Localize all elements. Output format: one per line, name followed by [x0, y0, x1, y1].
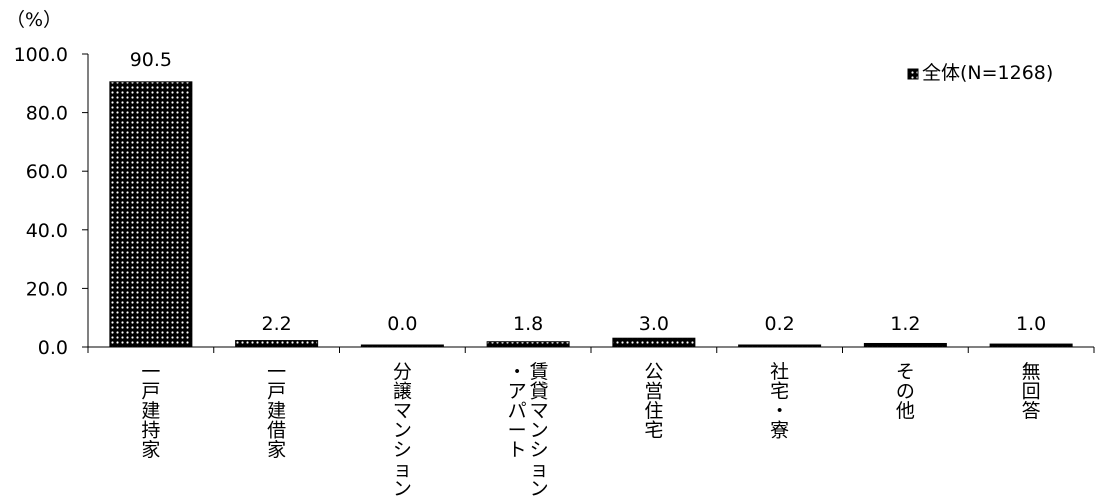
- data-label: 2.2: [262, 313, 292, 335]
- category-label-char: ン: [393, 420, 412, 442]
- bar: [360, 344, 444, 348]
- category-label-char: 公: [644, 361, 663, 383]
- category-label-char: 持: [141, 420, 160, 442]
- data-label: 0.0: [387, 313, 417, 335]
- data-label: 90.5: [130, 49, 172, 71]
- category-label-char: シ: [530, 439, 549, 461]
- legend: 全体(N=1268): [907, 62, 1053, 84]
- category-label-char: 一: [141, 361, 160, 383]
- category-label-char: ー: [508, 420, 527, 442]
- category-label-char: ン: [530, 420, 549, 442]
- bar: [235, 340, 319, 348]
- category-label-char: 分: [393, 361, 412, 383]
- category-label-char: 営: [644, 381, 663, 403]
- data-label: 0.2: [765, 313, 795, 335]
- legend-swatch: [907, 68, 919, 80]
- category-label-char: の: [896, 381, 915, 403]
- data-label: 1.0: [1016, 313, 1046, 335]
- category-label-char: 宅: [770, 381, 789, 403]
- category-label-char: 他: [896, 400, 915, 422]
- bars: [109, 81, 1073, 348]
- data-label: 1.2: [890, 313, 920, 335]
- category-label-char: ョ: [393, 459, 412, 481]
- category-label-char: ・: [770, 400, 789, 422]
- category-label-char: シ: [393, 439, 412, 461]
- category-label-char: パ: [508, 400, 527, 422]
- category-label-char: 社: [770, 361, 789, 383]
- category-label-char: 住: [644, 400, 663, 422]
- bar: [486, 341, 570, 348]
- category-label-char: 一: [267, 361, 286, 383]
- category-label-char: そ: [896, 361, 915, 383]
- bar: [612, 337, 696, 348]
- category-label-char: 賃: [530, 361, 549, 383]
- category-label-char: 回: [1022, 381, 1041, 403]
- category-label-char: マ: [530, 400, 549, 422]
- category-label-char: 借: [267, 420, 286, 442]
- y-tick-label: 60.0: [26, 161, 68, 183]
- legend-label: 全体(N=1268): [922, 62, 1053, 84]
- category-label-char: 答: [1022, 400, 1041, 422]
- bar: [109, 81, 193, 348]
- bar: [738, 344, 822, 348]
- category-label-char: 宅: [644, 420, 663, 442]
- category-labels: 一戸建持家一戸建借家分譲マンション賃貸マンション・アパート公営住宅社宅・寮その他…: [141, 361, 1040, 500]
- category-label-char: マ: [393, 400, 412, 422]
- category-label-char: ア: [508, 381, 527, 403]
- category-label-char: 建: [141, 400, 160, 422]
- y-tick-label: 40.0: [26, 220, 68, 242]
- y-tick-label: 100.0: [14, 44, 68, 66]
- bar: [863, 342, 947, 348]
- category-label-char: 建: [267, 400, 286, 422]
- bar: [989, 343, 1073, 348]
- data-label: 3.0: [639, 313, 669, 335]
- category-label-char: 寮: [770, 420, 789, 442]
- category-label-char: 貸: [530, 381, 549, 403]
- data-label: 1.8: [513, 313, 543, 335]
- category-label-char: 家: [141, 439, 160, 461]
- category-label-char: ン: [393, 478, 412, 500]
- category-label-char: ン: [530, 478, 549, 500]
- y-tick-label: 80.0: [26, 103, 68, 125]
- category-label-char: ョ: [530, 459, 549, 481]
- category-label-char: 家: [267, 439, 286, 461]
- category-label-char: ト: [508, 439, 527, 461]
- category-label-char: 無: [1022, 361, 1041, 383]
- category-label-char: ・: [508, 361, 527, 383]
- y-axis-unit-label: （%）: [6, 9, 62, 31]
- category-label-char: 戸: [267, 381, 286, 403]
- data-labels: 90.5 2.2 0.0 1.8 3.0 0.2 1.2 1.0: [130, 49, 1047, 335]
- y-tick-label: 20.0: [26, 278, 68, 300]
- category-label-char: 譲: [393, 381, 412, 403]
- category-label-char: 戸: [141, 381, 160, 403]
- y-tick-label: 0.0: [38, 337, 68, 359]
